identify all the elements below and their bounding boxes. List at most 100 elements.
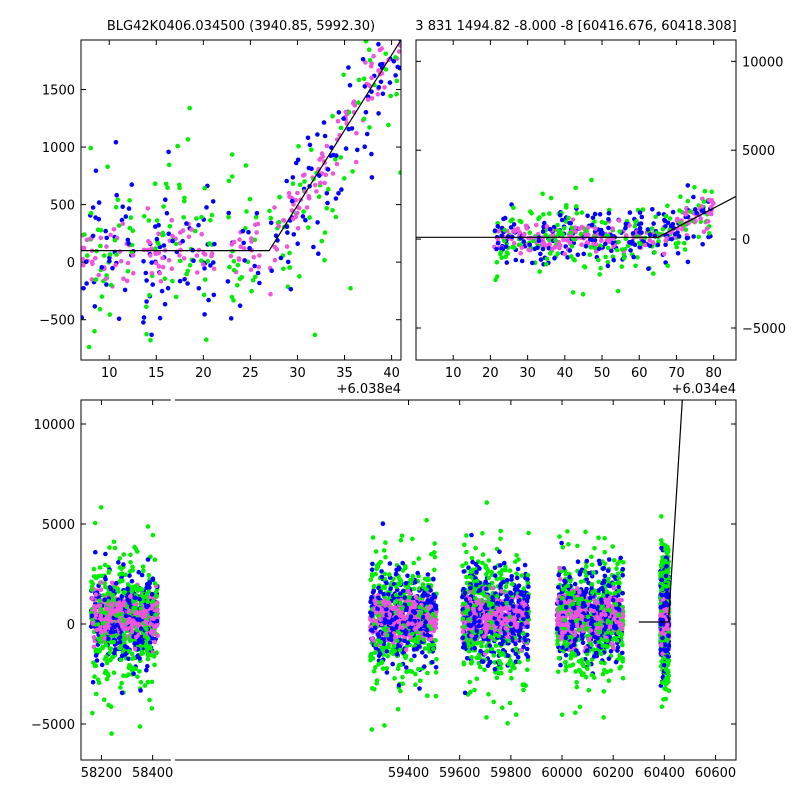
data-point <box>227 264 232 270</box>
data-point <box>638 241 643 246</box>
data-point <box>207 241 212 246</box>
data-point <box>103 584 108 590</box>
data-point <box>394 598 399 604</box>
data-point <box>257 253 262 258</box>
data-point <box>127 198 132 203</box>
data-point <box>170 238 175 244</box>
data-point <box>510 244 515 250</box>
data-point <box>381 584 387 589</box>
data-point <box>632 242 638 247</box>
data-point <box>109 731 114 736</box>
data-point <box>510 664 515 670</box>
data-point <box>382 723 387 728</box>
data-point <box>130 564 135 570</box>
data-point <box>238 244 244 249</box>
data-point <box>394 78 400 84</box>
data-point <box>566 542 571 547</box>
data-point <box>473 561 479 567</box>
data-point <box>415 638 420 643</box>
data-point <box>576 659 582 664</box>
data-point <box>334 153 339 158</box>
data-point <box>614 247 620 253</box>
data-point <box>84 237 90 243</box>
data-point <box>296 205 302 211</box>
data-point <box>128 215 134 220</box>
data-point <box>569 244 575 249</box>
data-point <box>543 243 548 248</box>
data-point <box>508 668 513 674</box>
data-point <box>619 247 625 252</box>
data-point <box>606 210 612 216</box>
data-point <box>202 312 207 317</box>
data-point <box>526 530 531 536</box>
data-point <box>305 135 311 141</box>
data-point <box>469 555 475 561</box>
data-point <box>585 232 591 237</box>
data-point <box>104 282 109 287</box>
data-point <box>462 542 467 547</box>
data-point <box>592 545 597 551</box>
data-point <box>317 180 323 186</box>
y-tick-label: −500 <box>39 314 75 329</box>
data-point <box>638 221 644 226</box>
data-point <box>594 650 599 656</box>
data-point <box>535 245 540 251</box>
data-point <box>377 47 383 53</box>
data-point <box>394 638 400 643</box>
data-point <box>162 301 168 307</box>
data-point <box>583 244 589 249</box>
data-point <box>621 252 627 257</box>
data-point <box>460 629 466 635</box>
data-point <box>432 550 437 555</box>
data-point <box>163 197 168 202</box>
data-point <box>371 669 377 674</box>
data-point <box>284 178 290 184</box>
data-point <box>595 615 601 620</box>
data-point <box>364 131 370 137</box>
data-point <box>537 269 542 274</box>
data-point <box>169 217 174 223</box>
data-point <box>243 163 249 168</box>
data-point <box>257 280 262 286</box>
data-point <box>379 659 385 664</box>
data-point <box>536 238 542 243</box>
data-point <box>150 577 156 583</box>
data-point <box>680 227 685 232</box>
data-point <box>378 79 384 85</box>
data-point <box>605 260 611 265</box>
data-point <box>606 225 611 231</box>
data-point <box>585 666 590 672</box>
data-point <box>410 536 415 542</box>
data-point <box>691 194 696 200</box>
data-point <box>574 204 579 209</box>
data-point <box>682 240 687 246</box>
data-point <box>478 640 484 645</box>
data-point <box>119 217 125 223</box>
data-point <box>600 566 606 572</box>
data-point <box>574 211 580 216</box>
top-right-model-line <box>416 195 736 238</box>
data-point <box>580 640 586 646</box>
data-point <box>145 206 151 211</box>
data-point <box>620 573 625 578</box>
data-point <box>111 597 116 602</box>
data-point <box>122 287 128 293</box>
data-point <box>185 137 191 142</box>
data-point <box>105 591 110 596</box>
data-point <box>579 242 584 247</box>
data-point <box>563 610 569 616</box>
data-point <box>469 659 475 665</box>
data-point <box>540 229 546 234</box>
data-point <box>615 571 621 577</box>
data-point <box>91 635 97 640</box>
data-point <box>555 641 560 647</box>
data-point <box>647 243 653 249</box>
data-point <box>226 214 231 220</box>
data-point <box>480 552 486 557</box>
data-point <box>108 232 113 238</box>
data-point <box>555 222 560 228</box>
data-point <box>118 258 124 264</box>
data-point <box>606 217 611 222</box>
data-point <box>544 256 550 262</box>
data-point <box>295 241 301 246</box>
